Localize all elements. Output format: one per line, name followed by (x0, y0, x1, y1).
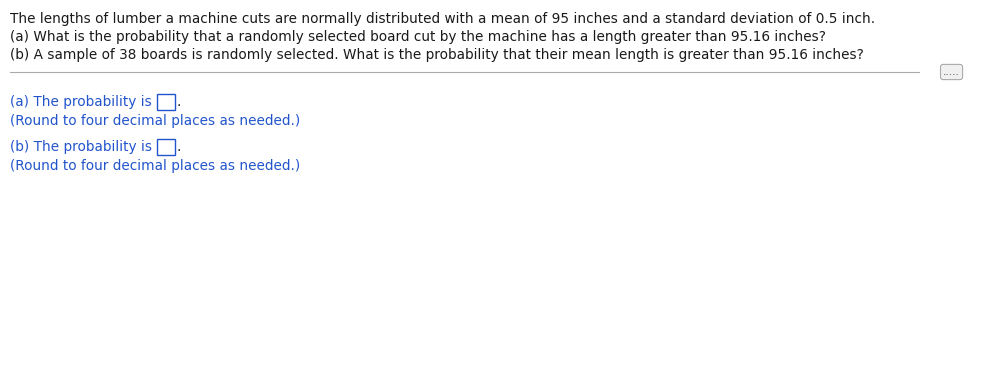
Text: (Round to four decimal places as needed.): (Round to four decimal places as needed.… (10, 114, 300, 128)
Text: (b) The probability is: (b) The probability is (10, 140, 156, 154)
Text: The lengths of lumber a machine cuts are normally distributed with a mean of 95 : The lengths of lumber a machine cuts are… (10, 12, 875, 26)
Text: (b) A sample of 38 boards is randomly selected. What is the probability that the: (b) A sample of 38 boards is randomly se… (10, 48, 864, 62)
Text: (a) The probability is: (a) The probability is (10, 95, 156, 109)
Text: (a) What is the probability that a randomly selected board cut by the machine ha: (a) What is the probability that a rando… (10, 30, 826, 44)
Text: .: . (177, 140, 182, 154)
Text: .....: ..... (943, 67, 960, 77)
Text: .: . (177, 95, 182, 109)
Text: (Round to four decimal places as needed.): (Round to four decimal places as needed.… (10, 159, 300, 173)
